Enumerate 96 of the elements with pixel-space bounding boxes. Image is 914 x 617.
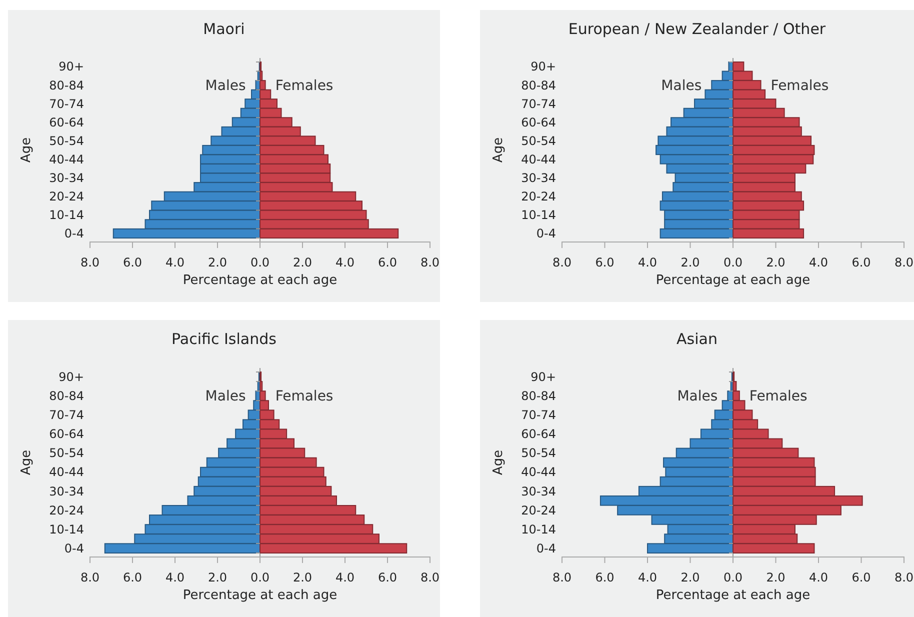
y-tick-label: 10-14 bbox=[49, 522, 84, 536]
x-tick-label: 6.0 bbox=[378, 570, 398, 585]
series-label: Females bbox=[749, 388, 808, 405]
y-tick-label: 30-34 bbox=[49, 171, 84, 186]
y-axis-title: Age bbox=[491, 137, 506, 163]
y-tick-label: 0-4 bbox=[536, 226, 556, 241]
x-tick-label: 8.0 bbox=[552, 570, 572, 585]
y-tick-label: 80-84 bbox=[49, 78, 84, 92]
series-label: Females bbox=[275, 78, 334, 94]
y-tick-label: 10-14 bbox=[49, 208, 84, 222]
x-axis-title: Percentage at each age bbox=[656, 588, 810, 603]
y-tick-label: 30-34 bbox=[521, 171, 556, 186]
y-tick-label: 50-54 bbox=[49, 134, 84, 148]
x-tick-label: 8.0 bbox=[80, 256, 100, 270]
series-label: Males bbox=[677, 388, 718, 405]
y-tick-label: 30-34 bbox=[521, 484, 556, 498]
chart-title: Pacific Islands bbox=[172, 330, 277, 348]
x-tick-label: 6.0 bbox=[595, 256, 614, 270]
x-tick-label: 4.0 bbox=[638, 256, 658, 270]
x-tick-label: 4.0 bbox=[638, 570, 658, 585]
series-label: Males bbox=[205, 78, 246, 94]
x-tick-label: 2.0 bbox=[208, 570, 228, 585]
x-tick-label: 8.0 bbox=[894, 256, 914, 270]
x-tick-label: 2.0 bbox=[292, 570, 312, 585]
chart-title: European / New Zealander / Other bbox=[568, 20, 826, 38]
y-tick-label: 90+ bbox=[58, 60, 84, 74]
y-tick-label: 40-44 bbox=[521, 465, 556, 480]
y-tick-label: 90+ bbox=[530, 60, 556, 74]
x-tick-label: 2.0 bbox=[766, 256, 786, 270]
x-axis-title: Percentage at each age bbox=[656, 273, 810, 288]
y-tick-label: 90+ bbox=[58, 370, 84, 384]
y-tick-label: 60-64 bbox=[521, 115, 556, 130]
x-tick-label: 2.0 bbox=[766, 570, 786, 585]
y-tick-label: 40-44 bbox=[49, 152, 84, 166]
x-tick-label: 0.0 bbox=[250, 570, 270, 585]
x-tick-label: 8.0 bbox=[80, 570, 100, 585]
y-tick-label: 80-84 bbox=[49, 388, 84, 403]
y-tick-label: 0-4 bbox=[64, 226, 84, 241]
x-tick-label: 6.0 bbox=[378, 256, 398, 270]
x-tick-label: 8.0 bbox=[894, 570, 914, 585]
x-tick-label: 4.0 bbox=[165, 570, 185, 585]
x-tick-label: 4.0 bbox=[808, 570, 828, 585]
x-tick-label: 4.0 bbox=[808, 256, 828, 270]
x-tick-label: 0.0 bbox=[250, 256, 270, 270]
y-axis-title: Age bbox=[491, 450, 506, 476]
x-tick-label: 6.0 bbox=[122, 256, 142, 270]
y-tick-label: 70-74 bbox=[49, 96, 84, 111]
y-tick-label: 60-64 bbox=[49, 115, 84, 130]
y-tick-label: 20-24 bbox=[49, 190, 84, 204]
series-label: Females bbox=[275, 388, 334, 405]
y-tick-label: 10-14 bbox=[521, 522, 556, 536]
y-tick-label: 60-64 bbox=[521, 427, 556, 442]
y-tick-label: 40-44 bbox=[521, 152, 556, 166]
y-tick-label: 20-24 bbox=[521, 190, 556, 204]
y-tick-label: 70-74 bbox=[49, 408, 84, 422]
y-tick-label: 40-44 bbox=[49, 465, 84, 480]
x-axis-title: Percentage at each age bbox=[182, 273, 338, 288]
y-tick-label: 70-74 bbox=[521, 96, 556, 111]
x-tick-label: 4.0 bbox=[165, 256, 185, 270]
x-tick-label: 2.0 bbox=[680, 256, 700, 270]
x-tick-label: 4.0 bbox=[335, 570, 355, 585]
chart-title: Maori bbox=[203, 20, 245, 38]
x-tick-label: 2.0 bbox=[208, 256, 228, 270]
x-tick-label: 6.0 bbox=[852, 570, 871, 585]
y-tick-label: 50-54 bbox=[521, 446, 556, 460]
y-tick-label: 0-4 bbox=[64, 542, 84, 556]
y-tick-label: 30-34 bbox=[49, 484, 84, 498]
x-tick-label: 0.0 bbox=[723, 256, 743, 270]
series-label: Females bbox=[770, 78, 829, 94]
y-tick-label: 90+ bbox=[530, 370, 556, 384]
chart-title: Asian bbox=[676, 330, 718, 348]
y-tick-label: 0-4 bbox=[536, 542, 556, 556]
y-tick-label: 60-64 bbox=[49, 427, 84, 442]
x-tick-label: 8.0 bbox=[552, 256, 572, 270]
y-tick-label: 80-84 bbox=[521, 388, 556, 403]
x-tick-label: 8.0 bbox=[420, 570, 440, 585]
x-tick-label: 2.0 bbox=[680, 570, 700, 585]
series-label: Males bbox=[661, 78, 702, 94]
y-axis-title: Age bbox=[19, 137, 34, 163]
x-tick-label: 6.0 bbox=[852, 256, 871, 270]
y-axis-title: Age bbox=[19, 450, 34, 476]
x-tick-label: 8.0 bbox=[420, 256, 440, 270]
y-tick-label: 80-84 bbox=[521, 78, 556, 92]
x-axis-title: Percentage at each age bbox=[182, 588, 338, 603]
series-label: Males bbox=[205, 388, 246, 405]
x-tick-label: 2.0 bbox=[292, 256, 312, 270]
x-tick-label: 6.0 bbox=[122, 570, 142, 585]
x-tick-label: 6.0 bbox=[595, 570, 614, 585]
y-tick-label: 70-74 bbox=[521, 408, 556, 422]
x-tick-label: 4.0 bbox=[335, 256, 355, 270]
y-tick-label: 50-54 bbox=[521, 134, 556, 148]
y-tick-label: 50-54 bbox=[49, 446, 84, 460]
y-tick-label: 10-14 bbox=[521, 208, 556, 222]
y-tick-label: 20-24 bbox=[49, 503, 84, 518]
y-tick-label: 20-24 bbox=[521, 503, 556, 518]
x-tick-label: 0.0 bbox=[723, 570, 743, 585]
